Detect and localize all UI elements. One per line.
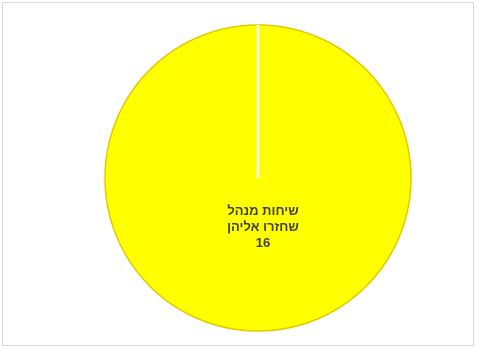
chart-area: שיחות מנהל שחזרו אליהן 16 [2,2,474,346]
slice-label-line-2: שחזרו אליהן [227,219,299,234]
slice-value-label: 16 [256,235,270,250]
pie-chart: שיחות מנהל שחזרו אליהן 16 [104,24,412,332]
slice-label-line-1: שיחות מנהל [227,203,298,218]
